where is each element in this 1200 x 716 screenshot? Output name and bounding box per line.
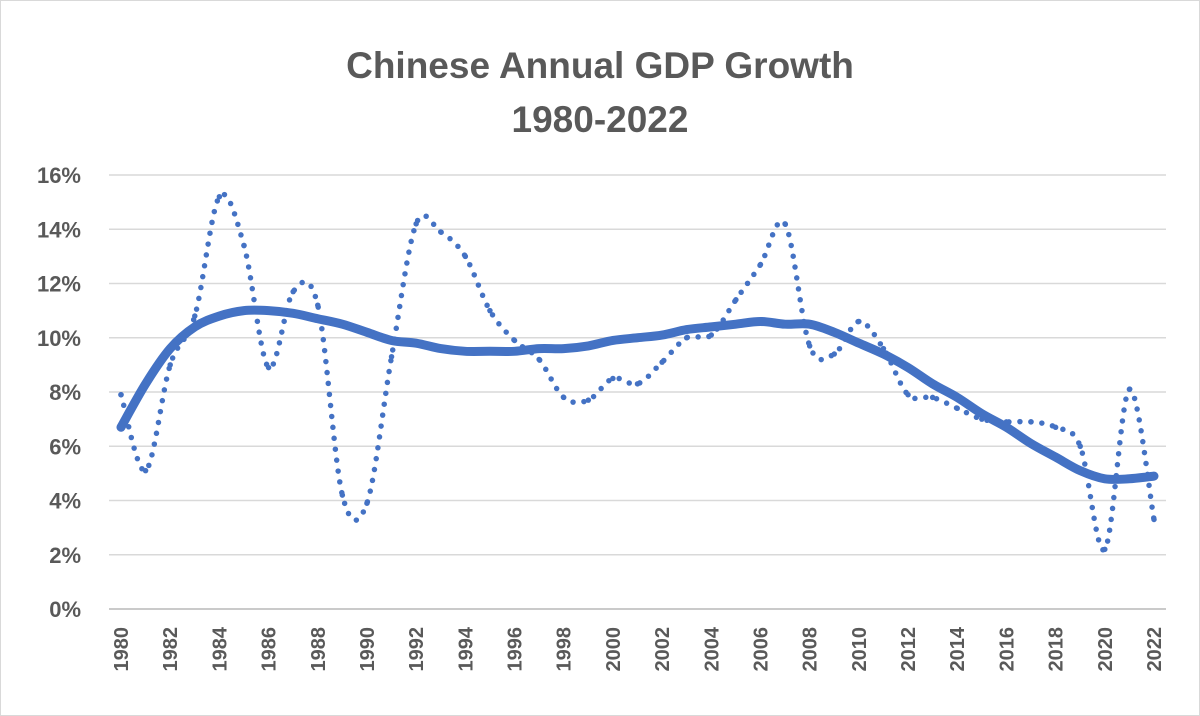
chart-subtitle: 1980-2022 bbox=[511, 99, 689, 140]
data-point-1981 bbox=[142, 467, 149, 474]
x-tick-label: 2000 bbox=[603, 627, 625, 672]
y-tick-label: 2% bbox=[49, 543, 81, 568]
x-tick-label: 2002 bbox=[652, 627, 674, 672]
chart-title: Chinese Annual GDP Growth bbox=[346, 45, 854, 86]
y-tick-label: 12% bbox=[37, 272, 81, 297]
x-tick-label: 1990 bbox=[357, 627, 379, 672]
data-point-2005 bbox=[733, 297, 739, 303]
x-tick-label: 1996 bbox=[505, 627, 527, 672]
x-tick-label: 2008 bbox=[800, 627, 822, 672]
series-layer bbox=[116, 191, 1159, 553]
series-actual-growth-line bbox=[118, 191, 1157, 553]
data-point-1980 bbox=[118, 391, 124, 398]
y-tick-label: 8% bbox=[49, 380, 81, 405]
x-tick-label: 1984 bbox=[209, 626, 231, 671]
y-tick-label: 0% bbox=[49, 597, 81, 622]
x-tick-label: 1994 bbox=[455, 626, 477, 671]
y-tick-label: 6% bbox=[49, 434, 81, 459]
x-tick-label: 2022 bbox=[1144, 627, 1166, 672]
data-point-1993 bbox=[437, 229, 444, 235]
x-tick-label: 2004 bbox=[701, 626, 723, 671]
x-tick-label: 2014 bbox=[947, 626, 969, 671]
x-tick-label: 1986 bbox=[259, 627, 281, 672]
data-point-1994 bbox=[462, 253, 469, 260]
data-point-1986 bbox=[265, 364, 272, 371]
data-point-2021 bbox=[1126, 386, 1133, 393]
data-point-1996 bbox=[511, 337, 518, 344]
data-point-2022 bbox=[1151, 516, 1157, 523]
data-point-2012 bbox=[905, 391, 911, 398]
data-point-1988 bbox=[315, 302, 321, 308]
data-point-1995 bbox=[487, 307, 493, 314]
x-tick-label: 1998 bbox=[554, 627, 576, 672]
data-point-2001 bbox=[634, 381, 641, 387]
x-tick-label: 1992 bbox=[406, 627, 428, 672]
data-point-1992 bbox=[413, 221, 419, 227]
data-point-2008 bbox=[806, 343, 813, 349]
data-point-2007 bbox=[782, 221, 788, 227]
x-tick-label: 2018 bbox=[1046, 627, 1068, 672]
x-tick-label: 2006 bbox=[750, 627, 772, 672]
y-tick-label: 16% bbox=[37, 163, 81, 188]
data-point-1997 bbox=[536, 356, 542, 363]
data-point-1991 bbox=[388, 353, 395, 360]
data-point-2017 bbox=[1028, 419, 1034, 425]
gridlines bbox=[109, 174, 1166, 610]
series-trend-line bbox=[116, 305, 1159, 485]
data-point-1984 bbox=[216, 193, 223, 200]
y-tick-label: 10% bbox=[37, 326, 81, 351]
data-point-2014 bbox=[954, 405, 960, 412]
x-axis-ticks: 1980 1982 1984 1986 1988 1990 1992 1994 1996 1998… bbox=[111, 626, 1166, 671]
data-point-1990 bbox=[364, 500, 370, 506]
x-tick-label: 2020 bbox=[1095, 627, 1117, 672]
x-tick-label: 2010 bbox=[849, 627, 871, 672]
data-point-2013 bbox=[929, 394, 936, 401]
data-point-2009 bbox=[831, 351, 838, 357]
data-point-2010 bbox=[856, 318, 862, 325]
x-tick-label: 1982 bbox=[160, 627, 182, 672]
data-point-2018 bbox=[1052, 424, 1059, 431]
y-tick-label: 14% bbox=[37, 217, 81, 242]
data-point-2003 bbox=[683, 335, 690, 341]
data-point-2004 bbox=[708, 332, 715, 338]
x-tick-label: 1980 bbox=[111, 627, 133, 672]
data-point-2006 bbox=[757, 261, 764, 268]
data-point-1999 bbox=[585, 397, 592, 403]
data-point-2019 bbox=[1077, 443, 1083, 449]
x-tick-label: 2016 bbox=[996, 627, 1018, 672]
data-point-1982 bbox=[167, 362, 173, 368]
data-point-1983 bbox=[192, 313, 198, 319]
data-point-1989 bbox=[339, 492, 346, 498]
data-point-2020 bbox=[1102, 546, 1108, 553]
x-tick-label: 2012 bbox=[898, 627, 920, 672]
data-point-1998 bbox=[560, 394, 567, 401]
chart-title-block: Chinese Annual GDP Growth 1980-2022 bbox=[1, 39, 1199, 147]
data-point-1987 bbox=[290, 288, 296, 295]
data-point-2002 bbox=[659, 359, 665, 365]
x-tick-label: 1988 bbox=[308, 627, 330, 672]
data-point-2000 bbox=[610, 375, 616, 382]
y-tick-label: 4% bbox=[49, 489, 81, 514]
data-point-1985 bbox=[241, 242, 247, 249]
y-axis-ticks: 0% 2% 4% 6% 8% 10% 12% 14% 16% bbox=[37, 163, 81, 622]
